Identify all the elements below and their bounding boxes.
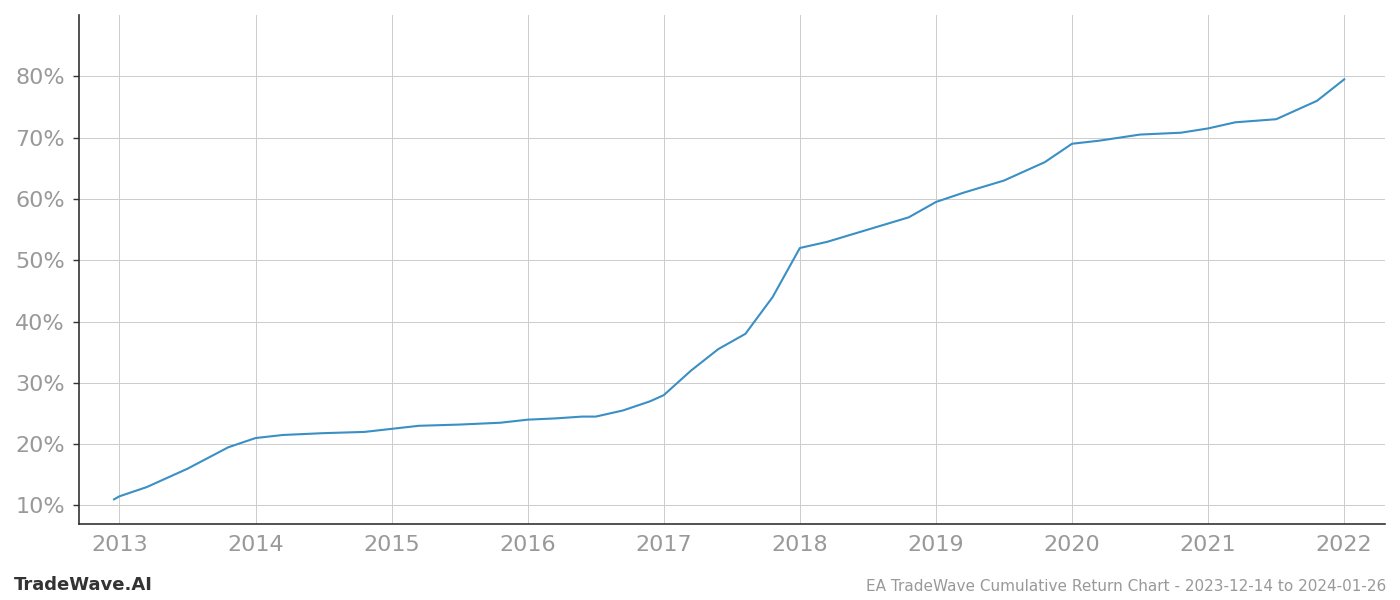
Text: TradeWave.AI: TradeWave.AI bbox=[14, 576, 153, 594]
Text: EA TradeWave Cumulative Return Chart - 2023-12-14 to 2024-01-26: EA TradeWave Cumulative Return Chart - 2… bbox=[865, 579, 1386, 594]
